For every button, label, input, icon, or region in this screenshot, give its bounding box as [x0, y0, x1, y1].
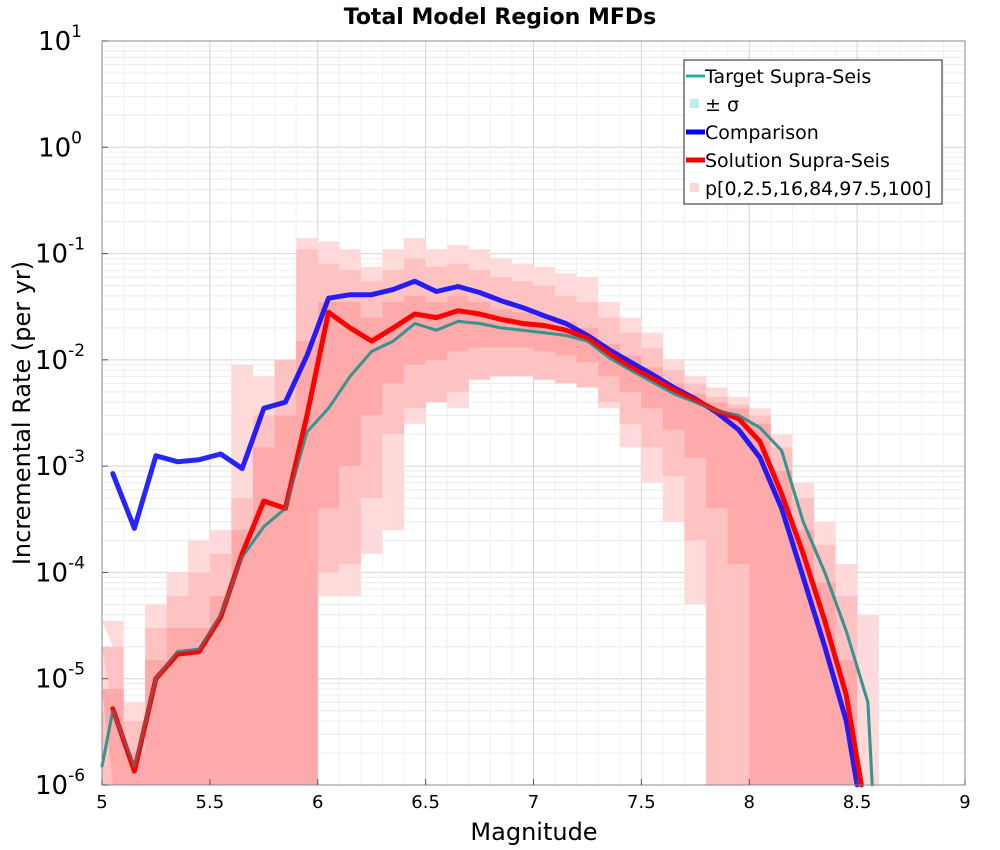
x-tick-label: 7.5	[627, 792, 656, 813]
legend-box	[683, 59, 943, 205]
x-tick-label: 8.5	[843, 792, 872, 813]
y-axis-ticks: 10-6 10-5 10-4 10-3 10-2 10-1 100 101	[35, 22, 108, 801]
series-target-overlay	[100, 319, 874, 786]
y-tick-label: 10-3	[35, 447, 85, 482]
y-tick-label: 10-4	[35, 553, 85, 588]
legend-label: Comparison	[705, 122, 819, 144]
chart-title: Total Model Region MFDs	[344, 5, 657, 30]
series-comparison	[110, 278, 860, 788]
legend: Target Supra-Seis ± σ Comparison Solution S…	[683, 59, 943, 205]
legend-swatch	[690, 183, 699, 192]
y-tick-label: 100	[38, 128, 82, 163]
series-lines	[100, 278, 874, 788]
band-p16-p84	[102, 295, 879, 785]
y-tick-label: 10-2	[35, 341, 85, 376]
legend-label: ± σ	[705, 94, 739, 116]
x-axis-label: Magnitude	[470, 818, 597, 846]
x-tick-label: 8	[744, 792, 755, 813]
x-tick-label: 5	[96, 792, 107, 813]
y-axis-label: Incremental Rate (per yr)	[8, 261, 36, 565]
x-tick-label: 7	[528, 792, 539, 813]
legend-swatch	[690, 99, 699, 108]
x-tick-label: 9	[959, 792, 970, 813]
x-axis-ticks: 5 5.5 6 6.5 7 7.5 8 8.5 9	[96, 779, 971, 813]
y-tick-label: 10-6	[35, 766, 85, 801]
x-tick-label: 6.5	[411, 792, 440, 813]
y-tick-label: 101	[38, 22, 82, 57]
legend-label: Target Supra-Seis	[704, 66, 871, 88]
y-tick-label: 10-1	[35, 235, 85, 270]
legend-label: p[0,2.5,16,84,97.5,100]	[705, 178, 931, 200]
x-tick-label: 6	[312, 792, 323, 813]
legend-label: Solution Supra-Seis	[705, 150, 890, 172]
x-tick-label: 5.5	[196, 792, 225, 813]
y-tick-label: 10-5	[35, 660, 85, 695]
